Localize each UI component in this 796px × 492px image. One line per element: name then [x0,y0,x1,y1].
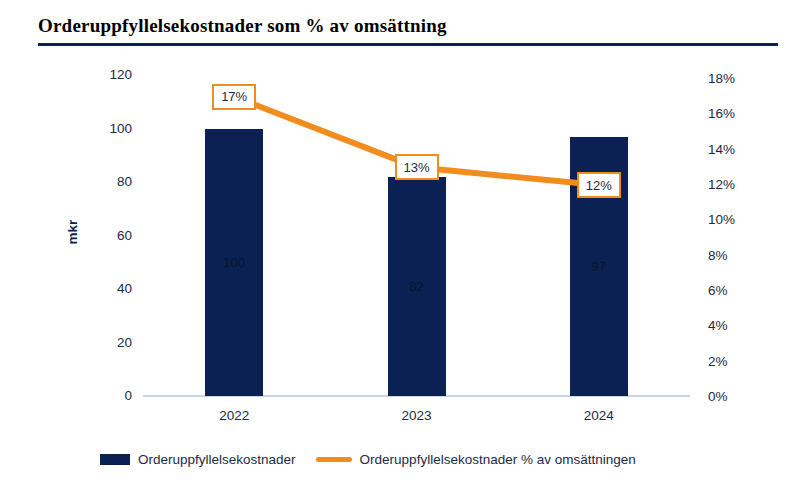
legend-bar-label: Orderuppfyllelsekostnader [138,452,296,467]
line-point-label: 12% [577,172,621,198]
right-axis-tick: 16% [708,106,735,122]
right-axis-tick: 14% [708,142,735,158]
chart-title: Orderuppfyllelsekostnader som % av omsät… [38,15,447,37]
line-point-label: 13% [395,154,439,180]
bar-2023: 82 [388,177,446,396]
right-axis-tick: 0% [708,389,728,405]
left-axis-tick: 120 [60,67,132,83]
title-underline [38,43,778,46]
chart-page: Orderuppfyllelsekostnader som % av omsät… [0,0,796,492]
line-point-label: 17% [212,84,256,110]
left-axis-tick: 40 [60,281,132,297]
legend-line-swatch-icon [316,457,352,462]
left-axis-tick: 80 [60,174,132,190]
x-axis-label-2024: 2024 [559,408,639,423]
bar-value-label: 100 [223,255,245,270]
legend-line-label: Orderuppfyllelsekostnader % av omsättnin… [360,452,636,467]
right-axis-tick: 2% [708,354,728,370]
right-axis-tick: 18% [708,71,735,87]
left-axis-tick: 20 [60,335,132,351]
left-axis-tick: 60 [60,228,132,244]
bar-2022: 100 [205,129,263,397]
right-axis-tick: 8% [708,248,728,264]
left-axis-tick: 0 [60,388,132,404]
right-axis-tick: 6% [708,283,728,299]
right-axis-tick: 12% [708,177,735,193]
left-axis-tick: 100 [60,121,132,137]
right-axis-tick: 10% [708,212,735,228]
x-axis-label-2022: 2022 [194,408,274,423]
right-axis-tick: 4% [708,318,728,334]
legend-bar-swatch [100,454,130,465]
bar-value-label: 82 [409,279,423,294]
bar-value-label: 97 [592,259,606,274]
x-axis-label-2023: 2023 [377,408,457,423]
legend: Orderuppfyllelsekostnader Orderuppfyllel… [100,447,636,471]
